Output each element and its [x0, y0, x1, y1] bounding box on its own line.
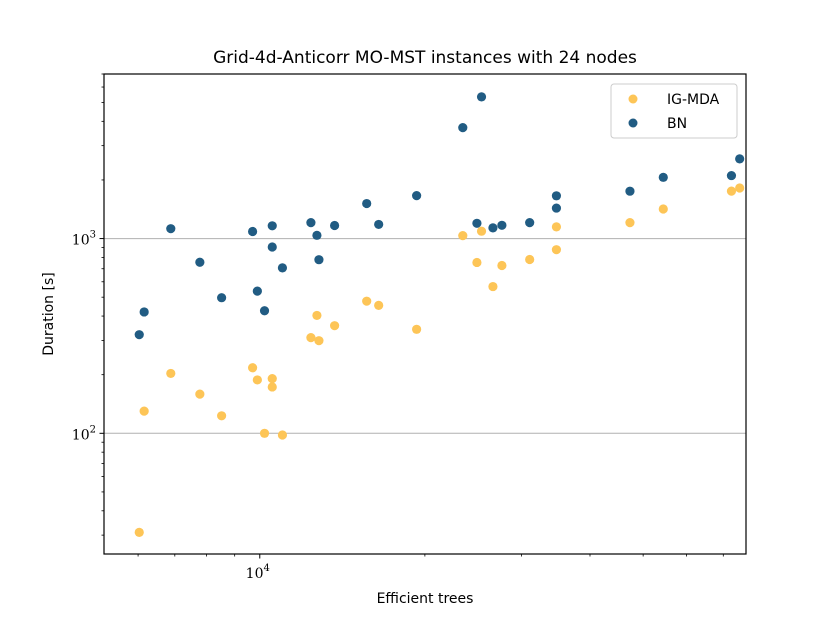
- data-point-bn: [267, 221, 277, 231]
- data-point-ig-mda: [139, 406, 149, 416]
- data-point-bn: [217, 293, 227, 303]
- data-point-ig-mda: [488, 281, 498, 292]
- data-point-bn: [625, 186, 635, 196]
- data-point-ig-mda: [259, 428, 270, 438]
- data-point-ig-mda: [247, 363, 258, 373]
- data-point-ig-mda: [252, 375, 262, 385]
- legend-label-ig-mda: IG-MDA: [667, 92, 720, 108]
- y-major-ticks: 102 103: [72, 230, 104, 443]
- data-point-ig-mda: [267, 373, 277, 384]
- data-point-bn: [362, 198, 372, 209]
- data-point-bn: [166, 224, 176, 234]
- data-points: [134, 92, 745, 537]
- data-point-ig-mda: [525, 254, 535, 265]
- data-point-bn: [330, 220, 340, 231]
- data-point-ig-mda: [458, 231, 468, 241]
- data-point-ig-mda: [497, 260, 507, 271]
- data-point-bn: [525, 218, 535, 228]
- data-point-bn: [472, 218, 482, 228]
- data-point-bn: [306, 218, 316, 228]
- data-point-ig-mda: [314, 336, 324, 346]
- data-point-ig-mda: [330, 321, 340, 331]
- data-point-bn: [497, 220, 507, 230]
- data-point-bn: [551, 191, 562, 201]
- data-point-bn: [735, 154, 745, 164]
- data-point-bn: [312, 230, 322, 240]
- data-point-bn: [551, 203, 562, 213]
- data-point-ig-mda: [658, 204, 668, 214]
- data-point-bn: [252, 286, 262, 296]
- data-point-bn: [195, 257, 205, 267]
- x-axis-label: Efficient trees: [377, 591, 474, 607]
- data-point-bn: [277, 263, 288, 273]
- data-point-ig-mda: [551, 222, 562, 232]
- legend: IG-MDA BN: [610, 83, 738, 139]
- data-point-bn: [458, 123, 468, 133]
- legend-label-bn: BN: [667, 116, 687, 132]
- data-point-ig-mda: [312, 310, 322, 321]
- data-point-ig-mda: [306, 333, 316, 343]
- data-point-ig-mda: [472, 257, 482, 268]
- legend-box: [610, 83, 738, 139]
- data-point-ig-mda: [267, 382, 277, 392]
- data-point-ig-mda: [476, 226, 487, 236]
- data-point-ig-mda: [134, 527, 144, 537]
- data-point-ig-mda: [412, 324, 422, 334]
- y-grid-lines: [104, 238, 746, 434]
- data-point-bn: [314, 255, 324, 265]
- data-point-bn: [476, 92, 487, 102]
- data-point-bn: [726, 170, 737, 181]
- data-point-ig-mda: [277, 430, 288, 440]
- chart-title: Grid-4d-Anticorr MO-MST instances with 2…: [213, 48, 637, 68]
- y-tick-label: 103: [72, 230, 96, 249]
- data-point-ig-mda: [625, 218, 635, 228]
- data-point-bn: [488, 223, 498, 233]
- data-point-ig-mda: [362, 296, 372, 306]
- legend-marker-ig-mda: [628, 94, 638, 104]
- y-tick-label: 102: [72, 424, 96, 443]
- data-point-bn: [247, 226, 258, 237]
- plot-area-frame: [103, 73, 747, 555]
- data-point-bn: [412, 191, 422, 201]
- legend-marker-bn: [628, 118, 638, 128]
- data-point-bn: [374, 219, 384, 230]
- data-point-ig-mda: [166, 368, 176, 379]
- data-point-bn: [267, 242, 277, 252]
- data-point-bn: [658, 172, 668, 182]
- data-point-bn: [139, 307, 149, 317]
- x-tick-label: 104: [246, 563, 270, 582]
- x-minor-ticks: [137, 554, 724, 557]
- y-axis-label: Duration [s]: [41, 272, 57, 355]
- data-point-ig-mda: [195, 389, 205, 399]
- data-point-ig-mda: [735, 183, 745, 193]
- data-point-ig-mda: [726, 186, 737, 196]
- data-point-bn: [134, 330, 144, 340]
- data-point-bn: [259, 306, 270, 316]
- data-point-ig-mda: [551, 245, 562, 255]
- data-point-ig-mda: [217, 411, 227, 421]
- x-major-ticks: 104: [246, 554, 270, 582]
- data-point-ig-mda: [374, 300, 384, 310]
- y-minor-ticks: [101, 73, 104, 536]
